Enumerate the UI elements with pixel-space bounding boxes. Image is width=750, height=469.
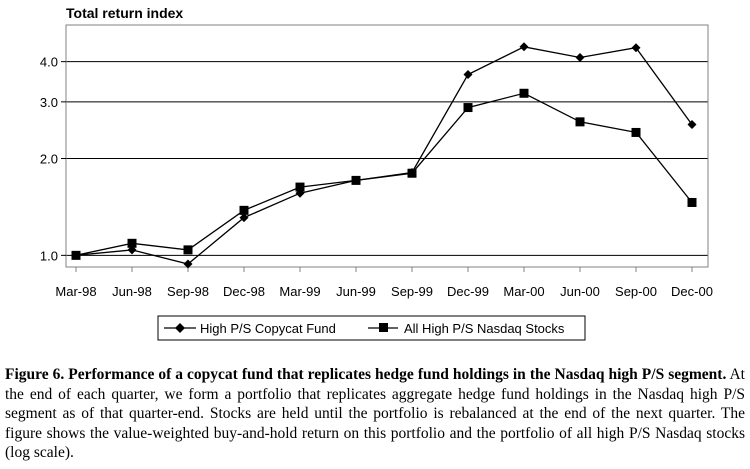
series-1-line: [75, 92, 693, 256]
caption-title: Figure 6. Performance of a copycat fund …: [5, 366, 727, 383]
series-0-point-11: [687, 120, 697, 130]
series-1-point-1: [127, 238, 137, 248]
legend-marker-square: [379, 323, 388, 332]
series-0-point-3: [239, 213, 249, 223]
legend-marker-diamond: [175, 323, 185, 333]
series-1-point-3: [239, 205, 249, 215]
series-0-point-7: [463, 69, 473, 79]
series-0-point-8: [519, 42, 529, 52]
y-axis-title: Total return index: [66, 5, 183, 21]
x-tick-label-11: Dec-00: [671, 284, 713, 299]
x-tick-label-1: Jun-98: [112, 284, 152, 299]
series-1-point-6: [407, 168, 417, 178]
legend-label-copycat: High P/S Copycat Fund: [200, 321, 336, 336]
x-tick-label-9: Jun-00: [560, 284, 600, 299]
y-tick-label-0: 1.0: [40, 248, 58, 263]
x-axis-ticks: Mar-98 Jun-98 Sep-98 Dec-98 Mar-99 Jun-99 Sep-…: [55, 267, 713, 299]
series-1-point-7: [463, 103, 473, 113]
series-0-point-2: [183, 259, 193, 269]
legend: High P/S Copycat Fund All High P/S Nasda…: [157, 315, 586, 341]
x-tick-label-3: Dec-98: [223, 284, 265, 299]
series-0-line: [75, 46, 693, 265]
gridlines: [66, 61, 708, 256]
series-1-point-5: [351, 175, 361, 185]
series-1-point-2: [183, 245, 193, 255]
x-tick-label-0: Mar-98: [55, 284, 96, 299]
series-0-point-10: [631, 43, 641, 53]
series-1-point-4: [295, 182, 305, 192]
legend-label-nasdaq: All High P/S Nasdaq Stocks: [404, 321, 565, 336]
series-0-point-9: [575, 53, 585, 63]
figure-caption: Figure 6. Performance of a copycat fund …: [5, 365, 745, 463]
x-tick-label-6: Sep-99: [391, 284, 433, 299]
y-tick-label-1: 2.0: [40, 152, 58, 167]
series-1-point-9: [575, 117, 585, 127]
x-tick-label-4: Mar-99: [279, 284, 320, 299]
series-1-point-8: [519, 88, 529, 98]
x-tick-label-10: Sep-00: [615, 284, 657, 299]
series-1-point-11: [687, 197, 697, 207]
series-0: [71, 42, 697, 269]
series-1-point-10: [631, 127, 641, 137]
chart: Total return index 1.0 2.0 3.0 4.0 Mar-98 Ju…: [40, 5, 713, 341]
caption-body: At the end of each quarter, we form a po…: [5, 366, 745, 461]
plot-area-frame: [65, 24, 709, 268]
x-tick-label-5: Jun-99: [336, 284, 376, 299]
x-tick-label-8: Mar-00: [503, 284, 544, 299]
x-tick-label-7: Dec-99: [447, 284, 489, 299]
y-axis-ticks: 1.0 2.0 3.0 4.0: [40, 55, 66, 263]
y-tick-label-2: 3.0: [40, 95, 58, 110]
series-1-point-0: [71, 250, 81, 260]
series-layer: [71, 42, 697, 269]
y-tick-label-3: 4.0: [40, 55, 58, 70]
series-1: [71, 88, 697, 260]
x-tick-label-2: Sep-98: [167, 284, 209, 299]
